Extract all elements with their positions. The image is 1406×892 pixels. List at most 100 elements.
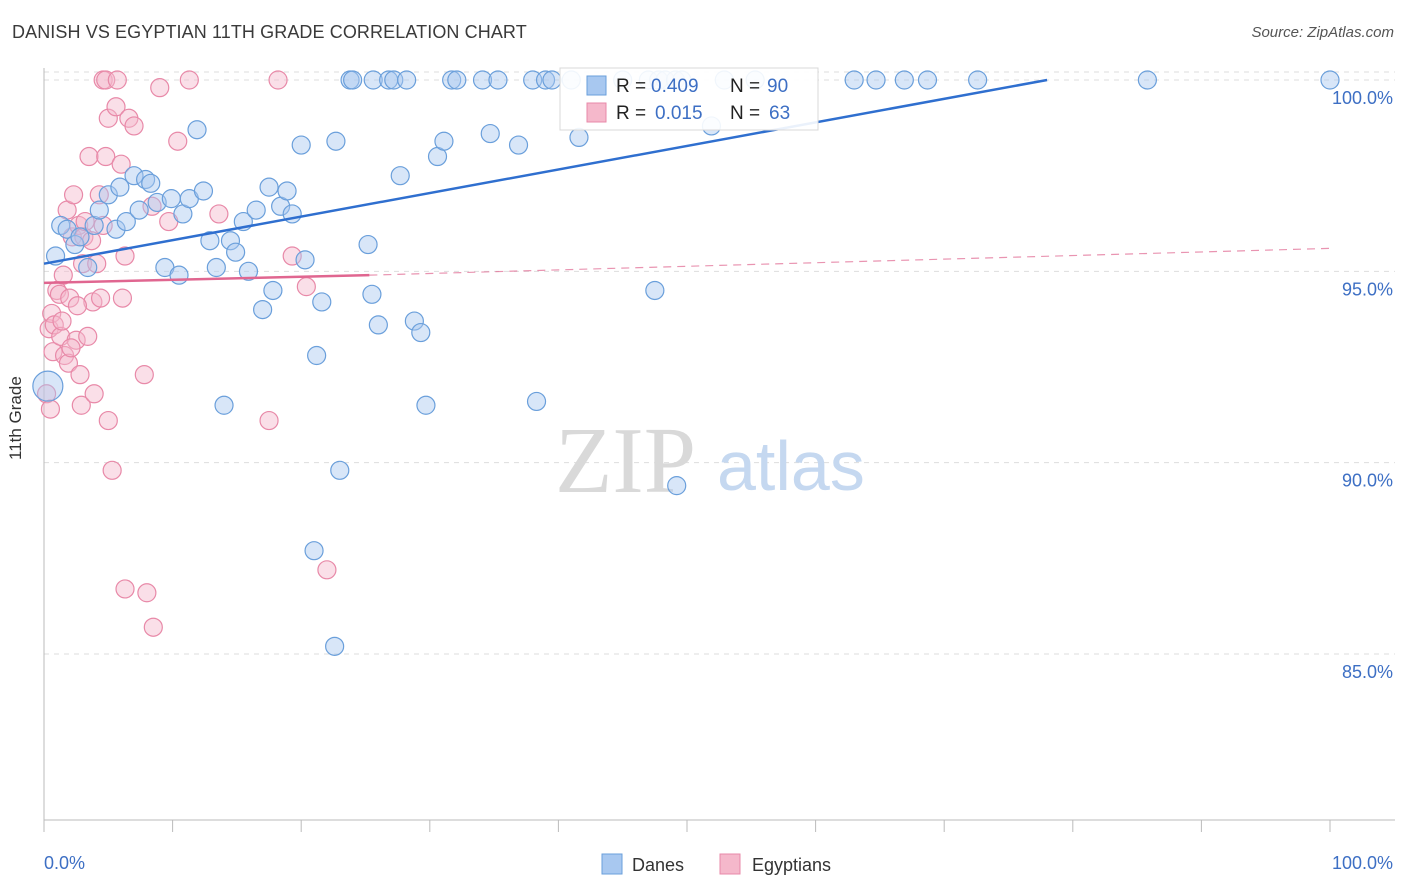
danes-point: [304, 541, 324, 561]
chart-title: DANISH VS EGYPTIAN 11TH GRADE CORRELATIO…: [12, 22, 527, 42]
egyptians-point: [67, 296, 88, 316]
danes-point: [116, 211, 136, 232]
egyptians-point: [102, 460, 122, 480]
egyptians-point: [98, 108, 118, 128]
danes-point: [343, 70, 363, 90]
danes-point: [124, 166, 144, 186]
egyptians-point: [70, 365, 90, 385]
danes-point: [358, 234, 378, 255]
danes-legend-swatch: [586, 75, 607, 96]
bottom-legend: Danes Egyptians: [601, 853, 831, 875]
egyptians-point: [63, 185, 84, 205]
danes-point: [200, 231, 220, 251]
danes-n-label: N =: [730, 76, 760, 97]
egyptians-point: [40, 399, 61, 419]
danes-point: [214, 395, 234, 415]
danes-point: [98, 185, 118, 205]
egyptians-point: [112, 288, 133, 308]
danes-point: [78, 257, 98, 278]
axes: [43, 68, 1395, 832]
egyptians-point: [90, 288, 111, 308]
danes-point: [141, 173, 161, 193]
egyptians-point: [58, 353, 79, 373]
egyptians-point: [61, 338, 81, 358]
danes-point: [226, 242, 246, 262]
y-tick-label: 90.0%: [1342, 471, 1393, 491]
egyptians-point: [259, 410, 279, 431]
watermark: ZIP atlas: [555, 409, 865, 513]
danes-point: [363, 70, 383, 90]
watermark-zip: ZIP: [555, 409, 696, 513]
danes-point: [416, 395, 436, 415]
danes-point: [1137, 70, 1157, 90]
legend-egyptians-swatch: [719, 853, 741, 875]
danes-point: [169, 265, 189, 285]
danes-point: [404, 311, 424, 331]
source-label: Source: ZipAtlas.com: [1251, 24, 1394, 41]
danes-point: [129, 200, 149, 220]
danes-point: [206, 257, 226, 278]
egyptians-point: [142, 196, 162, 216]
danes-point: [89, 200, 109, 220]
egyptians-point: [84, 384, 104, 404]
egyptians-point: [43, 342, 63, 362]
egyptians-point: [137, 583, 157, 603]
danes-point: [472, 70, 493, 90]
danes-points: [32, 70, 1340, 656]
danes-point: [295, 250, 315, 270]
tick-labels: 85.0% 90.0% 95.0% 100.0% 0.0% 100.0%: [44, 88, 1393, 873]
danes-point: [542, 70, 562, 90]
danes-point: [32, 370, 64, 402]
danes-point: [535, 70, 556, 90]
danes-point: [259, 177, 279, 197]
danes-point: [253, 300, 273, 320]
danes-point: [135, 169, 156, 190]
danes-point: [447, 70, 467, 90]
egyptians-point: [168, 131, 188, 151]
danes-point: [508, 135, 529, 155]
gridlines: [44, 71, 1395, 655]
danes-point: [326, 131, 346, 151]
egyptians-point: [60, 288, 80, 308]
danes-point: [147, 192, 167, 213]
danes-point: [263, 280, 283, 301]
egyptians-point: [36, 384, 57, 404]
danes-point: [70, 227, 90, 247]
egyptians-point: [96, 70, 116, 90]
egyptians-point: [115, 579, 135, 599]
egyptians-point: [268, 70, 288, 90]
danes-point: [667, 476, 687, 496]
egyptians-r-label: R =: [616, 103, 646, 124]
egyptians-trendline: [43, 273, 370, 285]
egyptians-point: [42, 303, 62, 324]
danes-point: [526, 391, 547, 412]
danes-point: [238, 261, 259, 281]
danes-point: [220, 231, 241, 251]
egyptians-point: [282, 246, 302, 266]
danes-n-value: 90: [767, 76, 788, 97]
danes-point: [397, 70, 417, 90]
egyptians-n-value: 63: [769, 103, 790, 124]
danes-point: [110, 177, 130, 197]
egyptians-point: [111, 154, 131, 174]
danes-point: [480, 123, 500, 144]
legend-danes-label: Danes: [632, 855, 684, 875]
danes-point: [434, 131, 454, 151]
danes-point: [291, 135, 311, 155]
danes-point: [106, 219, 126, 239]
egyptians-point: [209, 204, 229, 224]
egyptians-point: [49, 284, 70, 304]
egyptians-point: [96, 146, 116, 167]
danes-point: [917, 70, 938, 90]
watermark-atlas: atlas: [717, 427, 865, 505]
egyptians-point: [107, 70, 127, 90]
egyptians-point: [296, 277, 316, 297]
danes-r-value: 0.409: [651, 76, 699, 97]
danes-point: [390, 166, 410, 186]
egyptians-point: [79, 146, 99, 167]
x-tick-label: 0.0%: [44, 853, 85, 873]
egyptians-point: [72, 254, 93, 274]
danes-point: [411, 322, 431, 343]
danes-point: [844, 70, 864, 90]
